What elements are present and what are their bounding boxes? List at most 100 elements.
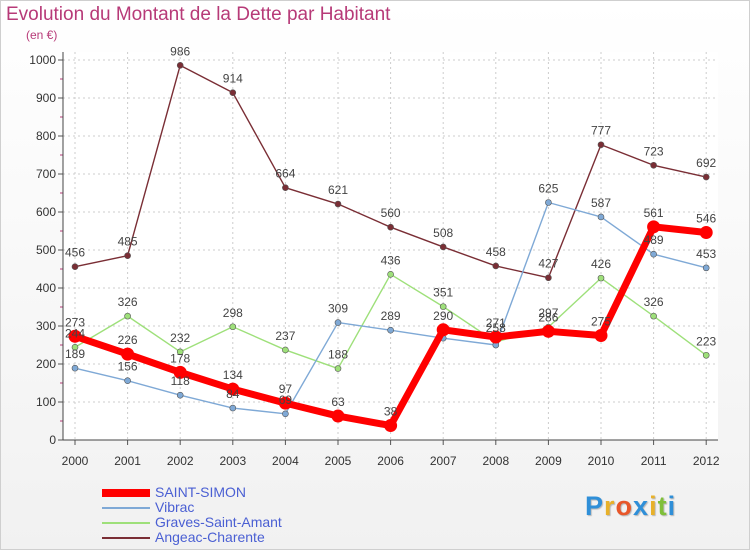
data-label-saint-simon: 286 — [538, 310, 558, 324]
data-point-saint-simon — [647, 220, 661, 234]
data-point-angeac-charente — [387, 223, 394, 231]
x-tick-label: 2004 — [272, 454, 299, 468]
y-tick-label: 300 — [36, 319, 56, 333]
data-point-graves-saint-amant — [702, 351, 710, 359]
data-point-saint-simon — [68, 329, 82, 343]
brand-logo-letter: P — [585, 491, 605, 521]
data-label-angeac-charente: 777 — [591, 124, 611, 138]
x-tick-label: 2006 — [377, 454, 404, 468]
y-tick-label: 600 — [36, 205, 56, 219]
data-label-graves-saint-amant: 232 — [170, 331, 190, 345]
legend-swatch-angeac-charente — [102, 537, 150, 539]
data-point-graves-saint-amant — [387, 271, 394, 278]
data-point-angeac-charente — [545, 274, 552, 282]
chart-unit-label: (en €) — [26, 28, 58, 42]
x-tick-label: 2001 — [114, 454, 141, 468]
brand-logo-letter: x — [633, 491, 650, 521]
data-point-vibrac — [545, 199, 552, 206]
plot-area — [63, 52, 718, 440]
data-label-graves-saint-amant: 244 — [65, 326, 85, 340]
data-label-angeac-charente: 458 — [486, 245, 506, 259]
brand-logo-letter: o — [615, 491, 634, 521]
data-label-saint-simon: 178 — [170, 351, 190, 365]
y-tick-label: 1000 — [29, 53, 56, 67]
x-tick-label: 2005 — [325, 454, 352, 468]
data-label-saint-simon: 226 — [118, 333, 138, 347]
data-label-saint-simon: 273 — [65, 315, 85, 329]
data-label-graves-saint-amant: 426 — [591, 257, 611, 271]
data-point-angeac-charente — [650, 161, 657, 169]
data-point-angeac-charente — [334, 200, 342, 208]
data-label-graves-saint-amant: 297 — [538, 306, 558, 320]
legend-label-saint-simon: SAINT-SIMON — [155, 484, 247, 500]
data-point-saint-simon — [594, 329, 608, 342]
data-point-vibrac — [387, 326, 394, 334]
data-point-saint-simon — [384, 419, 398, 433]
data-point-graves-saint-amant — [439, 303, 447, 310]
data-label-saint-simon: 546 — [696, 212, 716, 226]
data-label-saint-simon: 38 — [384, 405, 398, 419]
data-point-saint-simon — [436, 323, 450, 337]
x-tick-label: 2007 — [430, 454, 457, 468]
data-label-angeac-charente: 456 — [65, 246, 85, 260]
y-tick-label: 500 — [36, 243, 56, 257]
data-label-vibrac: 84 — [226, 387, 240, 401]
data-point-graves-saint-amant — [229, 323, 237, 331]
data-point-angeac-charente — [176, 62, 184, 69]
data-point-graves-saint-amant — [334, 365, 342, 372]
data-point-vibrac — [282, 410, 289, 418]
data-point-angeac-charente — [702, 173, 710, 181]
brand-logo-letter: t — [657, 491, 668, 521]
y-tick-label: 800 — [36, 129, 56, 143]
data-label-angeac-charente: 692 — [696, 156, 716, 170]
data-point-graves-saint-amant — [282, 346, 289, 354]
data-label-saint-simon: 290 — [433, 309, 453, 323]
data-point-vibrac — [124, 377, 131, 385]
data-point-angeac-charente — [282, 184, 289, 191]
legend-swatch-graves-saint-amant — [102, 522, 150, 524]
x-tick-label: 2000 — [62, 454, 89, 468]
data-label-graves-saint-amant: 436 — [381, 253, 401, 267]
data-point-vibrac — [597, 213, 605, 221]
legend-label-angeac-charente: Angeac-Charente — [155, 529, 265, 545]
chart-title: Evolution du Montant de la Dette par Hab… — [6, 4, 391, 25]
brand-logo-letter: i — [667, 491, 677, 521]
data-label-vibrac: 289 — [381, 309, 401, 323]
data-label-graves-saint-amant: 351 — [433, 286, 453, 300]
data-label-graves-saint-amant: 188 — [328, 348, 348, 362]
data-point-saint-simon — [278, 396, 292, 410]
data-label-graves-saint-amant: 298 — [223, 306, 243, 320]
data-label-vibrac: 309 — [328, 302, 348, 316]
data-point-vibrac — [176, 391, 184, 399]
data-label-angeac-charente: 723 — [644, 144, 664, 158]
data-point-vibrac — [71, 364, 79, 372]
data-labels: 4564859869146646215605084584277777236922… — [65, 44, 717, 418]
x-tick-label: 2012 — [693, 454, 720, 468]
data-label-graves-saint-amant: 223 — [696, 334, 716, 348]
y-tick-label: 100 — [36, 395, 56, 409]
data-label-vibrac: 118 — [171, 374, 190, 388]
data-point-vibrac — [229, 404, 237, 412]
data-label-graves-saint-amant: 237 — [275, 329, 295, 343]
data-label-angeac-charente: 485 — [118, 235, 138, 249]
data-label-saint-simon: 275 — [591, 315, 611, 329]
data-label-vibrac: 489 — [644, 233, 664, 247]
x-tick-label: 2010 — [588, 454, 615, 468]
data-point-angeac-charente — [124, 252, 131, 259]
data-label-saint-simon: 271 — [486, 316, 506, 330]
data-point-angeac-charente — [439, 243, 447, 251]
x-tick-label: 2002 — [167, 454, 194, 468]
data-label-angeac-charente: 986 — [170, 44, 190, 58]
data-label-vibrac: 453 — [696, 247, 716, 261]
x-tick-label: 2011 — [641, 454, 667, 468]
data-point-saint-simon — [173, 365, 187, 379]
data-label-saint-simon: 97 — [279, 382, 293, 396]
data-point-saint-simon — [489, 330, 503, 344]
x-tick-label: 2009 — [535, 454, 562, 468]
y-tick-label: 200 — [36, 357, 56, 371]
data-label-angeac-charente: 914 — [223, 72, 243, 86]
data-point-saint-simon — [121, 347, 135, 361]
data-point-saint-simon — [699, 226, 713, 240]
x-tick-label: 2008 — [482, 454, 509, 468]
